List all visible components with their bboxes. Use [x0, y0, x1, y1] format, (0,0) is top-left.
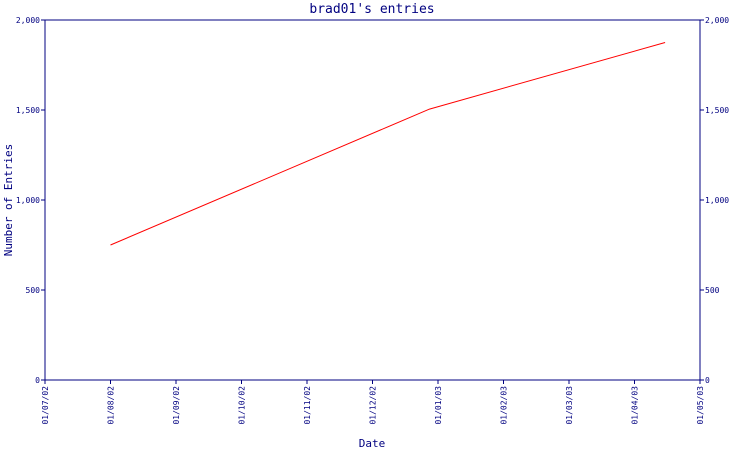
y-axis-label: Number of Entries: [2, 144, 15, 257]
x-tick-label: 01/10/02: [238, 386, 247, 425]
y-tick-label-right: 1,500: [705, 106, 729, 115]
y-tick-label-left: 1,500: [16, 106, 40, 115]
x-tick-label: 01/08/02: [107, 386, 116, 425]
x-tick-label: 01/01/03: [434, 386, 443, 425]
x-tick-label: 01/11/02: [303, 386, 312, 425]
y-tick-label-right: 500: [705, 286, 720, 295]
y-tick-label-right: 1,000: [705, 196, 729, 205]
y-tick-label-right: 0: [705, 376, 710, 385]
x-tick-label: 01/07/02: [41, 386, 50, 425]
y-tick-label-left: 1,000: [16, 196, 40, 205]
y-tick-label-right: 2,000: [705, 16, 729, 25]
y-tick-label-left: 2,000: [16, 16, 40, 25]
x-tick-label: 01/12/02: [369, 386, 378, 425]
y-tick-label-left: 0: [35, 376, 40, 385]
chart-title: brad01's entries: [309, 2, 434, 17]
x-tick-label: 01/04/03: [631, 386, 640, 425]
plot-area: 0 0 500 500 1,000 1,000 1,500 1,500 2,000 2,000 01…: [16, 16, 729, 425]
series-line: [110, 42, 666, 246]
y-tick-label-left: 500: [26, 286, 41, 295]
x-tick-label: 01/02/03: [500, 386, 509, 425]
x-axis-label: Date: [359, 437, 386, 450]
x-tick-label: 01/03/03: [565, 386, 574, 425]
x-tick-label: 01/05/03: [696, 386, 705, 425]
x-tick-label: 01/09/02: [172, 386, 181, 425]
